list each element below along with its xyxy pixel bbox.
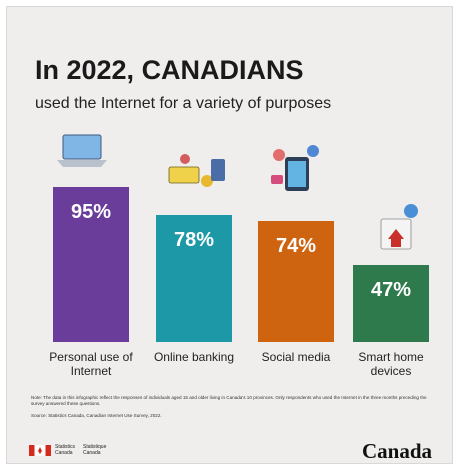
agency-name-fr: Statistique Canada	[83, 444, 107, 456]
note: Note: The data in this infographic refle…	[31, 395, 427, 406]
social-icon	[271, 145, 319, 191]
canada-wordmark: Canada	[361, 439, 432, 463]
laptop-icon	[57, 134, 107, 167]
value-label: 47%	[370, 279, 412, 302]
source: Source: Statistics Canada, Canadian Inte…	[31, 413, 162, 418]
x-tick-label: Social media	[261, 350, 331, 364]
bar	[53, 187, 129, 342]
bar	[258, 221, 334, 342]
icons	[57, 134, 418, 250]
value-label: 74%	[275, 235, 317, 258]
value-label: 95%	[70, 201, 112, 224]
bar	[156, 214, 232, 342]
x-tick-label: Smart home devices	[358, 350, 424, 378]
chart-title: In 2022, CANADIANS	[35, 55, 304, 85]
x-tick-label: Personal use of Internet	[49, 350, 133, 378]
smart-home-icon	[380, 204, 418, 250]
bar	[353, 265, 429, 342]
infographic: In 2022, CANADIANS used the Internet for…	[6, 6, 453, 464]
x-tick-label: Online banking	[153, 350, 235, 364]
banking-icon	[168, 154, 225, 187]
flag-icon	[29, 445, 51, 456]
agency-name-en: Statistics Canada	[55, 444, 76, 456]
chart-subtitle: used the Internet for a variety of purpo…	[35, 95, 332, 112]
value-label: 78%	[173, 228, 215, 251]
